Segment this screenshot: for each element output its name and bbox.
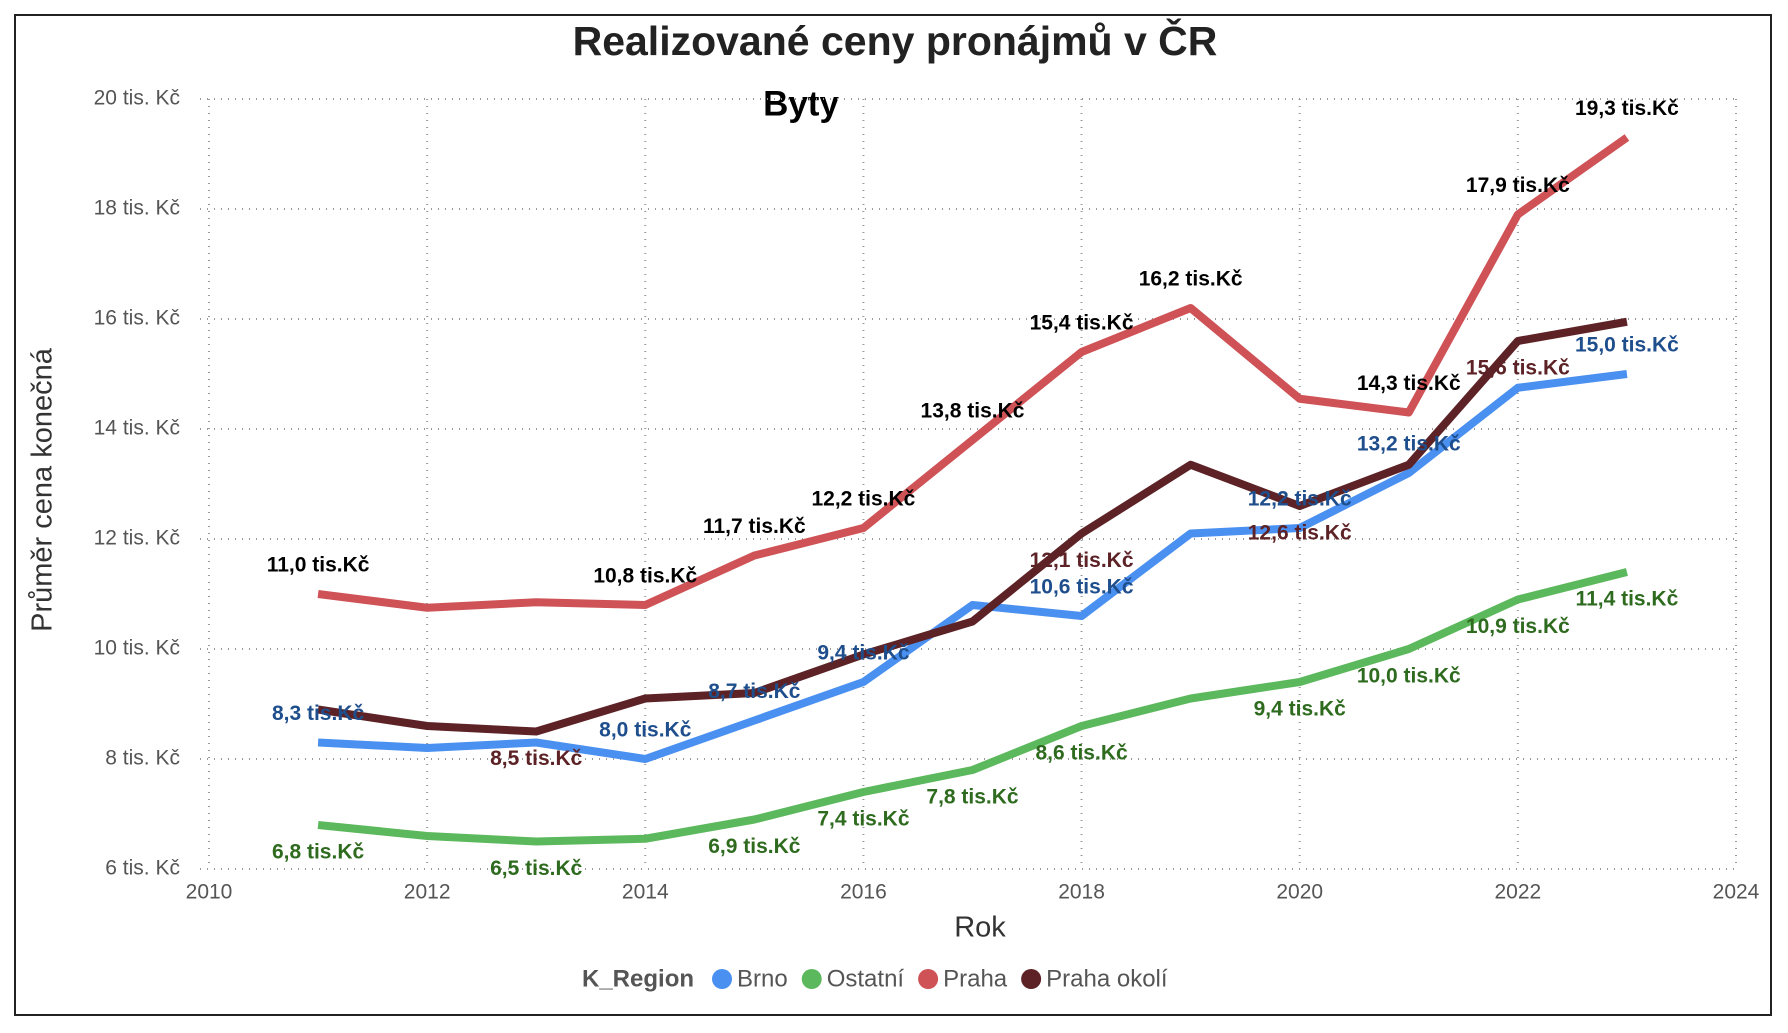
data-label: 16,2 tis.Kč — [1139, 268, 1243, 291]
x-tick-label: 2018 — [1058, 881, 1105, 904]
x-tick-label: 2012 — [404, 881, 451, 904]
x-tick-label: 2020 — [1276, 881, 1323, 904]
data-label: 11,4 tis.Kč — [1576, 588, 1679, 611]
frame — [14, 14, 1772, 1016]
data-label: 19,3 tis.Kč — [1575, 97, 1679, 120]
line — [317, 568, 1628, 846]
data-label: 13,8 tis.Kč — [921, 400, 1025, 423]
data-label: 10,9 tis.Kč — [1466, 615, 1570, 638]
data-label: 8,5 tis.Kč — [490, 747, 583, 770]
data-label: 10,8 tis.Kč — [593, 565, 697, 588]
data-label: 9,4 tis.Kč — [817, 642, 910, 665]
y-tick-label: 16 tis. Kč — [94, 307, 180, 330]
data-label: 6,8 tis.Kč — [272, 841, 365, 864]
data-label: 8,0 tis.Kč — [599, 719, 692, 742]
data-label: 11,0 tis.Kč — [267, 554, 370, 577]
x-tick-label: 2024 — [1713, 881, 1760, 904]
x-tick-label: 2014 — [622, 881, 669, 904]
data-label: 10,6 tis.Kč — [1030, 576, 1134, 599]
data-label: 12,6 tis.Kč — [1248, 522, 1352, 545]
data-label: 8,6 tis.Kč — [1035, 742, 1128, 765]
legend-label: Praha okolí — [1046, 965, 1168, 992]
legend-title: K_Region — [582, 965, 694, 992]
legend-marker — [801, 969, 822, 989]
legend-marker — [918, 969, 939, 989]
data-label: 13,2 tis.Kč — [1357, 433, 1461, 456]
y-tick-label: 20 tis. Kč — [94, 87, 180, 110]
y-axis-label: Průměr cena konečná — [27, 347, 59, 632]
legend-marker — [1021, 969, 1042, 989]
y-tick-label: 10 tis. Kč — [94, 637, 180, 660]
data-label: 6,5 tis.Kč — [490, 857, 583, 880]
chart-subtitle: Byty — [763, 84, 839, 123]
data-label: 11,7 tis.Kč — [703, 515, 806, 538]
legend-marker — [712, 969, 733, 989]
x-tick-label: 2010 — [186, 881, 233, 904]
line — [317, 370, 1628, 763]
data-label: 15,6 tis.Kč — [1466, 357, 1570, 380]
data-label: 12,2 tis.Kč — [811, 488, 915, 511]
y-tick-label: 6 tis. Kč — [105, 857, 180, 880]
data-label: 12,2 tis.Kč — [1248, 488, 1352, 511]
data-label: 9,4 tis.Kč — [1254, 698, 1347, 721]
y-tick-label: 14 tis. Kč — [94, 417, 180, 440]
data-label: 14,3 tis.Kč — [1357, 372, 1461, 395]
y-tick-label: 18 tis. Kč — [94, 197, 180, 220]
legend-label: Praha — [943, 965, 1008, 992]
data-label: 8,7 tis.Kč — [708, 680, 801, 703]
legend: K_Region Brno Ostatní Praha Praha okolí — [582, 965, 1168, 992]
data-label: 7,4 tis.Kč — [817, 808, 910, 831]
legend-label: Ostatní — [827, 965, 905, 992]
data-label: 10,0 tis.Kč — [1357, 665, 1461, 688]
line — [317, 134, 1630, 612]
x-tick-label: 2022 — [1494, 881, 1541, 904]
data-label: 15,0 tis.Kč — [1575, 334, 1679, 357]
data-label: 6,9 tis.Kč — [708, 835, 801, 858]
legend-label: Brno — [737, 965, 788, 992]
chart-title: Realizované ceny pronájmů v ČR — [573, 18, 1218, 64]
data-label: 8,3 tis.Kč — [272, 702, 365, 725]
data-label: 7,8 tis.Kč — [926, 786, 1019, 809]
y-tick-label: 12 tis. Kč — [94, 527, 180, 550]
data-label: 12,1 tis.Kč — [1030, 549, 1134, 572]
data-label: 15,4 tis.Kč — [1030, 312, 1134, 335]
x-tick-label: 2016 — [840, 881, 887, 904]
y-tick-label: 8 tis. Kč — [105, 747, 180, 770]
line — [317, 317, 1628, 736]
data-label: 17,9 tis.Kč — [1466, 174, 1570, 197]
x-axis-label: Rok — [954, 912, 1006, 944]
